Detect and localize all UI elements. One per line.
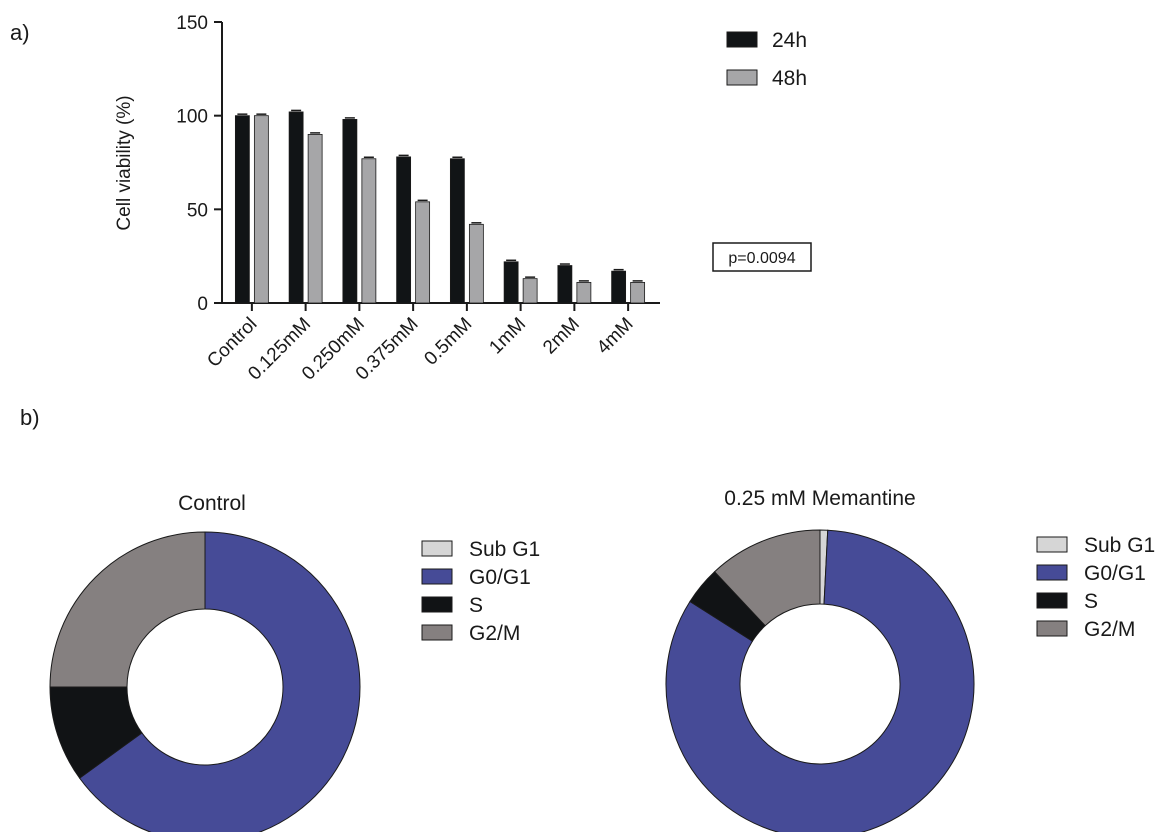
bar-24h-0125mM	[288, 111, 304, 304]
legend-label-g0-g1: G0/G1	[469, 566, 531, 589]
y-tick-label: 100	[176, 107, 208, 128]
y-tick-label: 0	[197, 294, 208, 315]
bar-48h-2mM	[576, 281, 592, 304]
bar-24h-2mM	[557, 265, 573, 304]
bar-48h-05mM	[468, 223, 484, 304]
legend-label-24h: 24h	[772, 29, 807, 52]
legend-label-s: S	[469, 594, 483, 617]
bar-24h-Control	[234, 115, 250, 304]
legend-label-sub-g1: Sub G1	[1084, 534, 1155, 557]
x-tick-label: 2mM	[539, 314, 584, 359]
donut-chart-memantine: 0.25 mM Memantine Sub G1 G0/G1 S G2/M	[665, 487, 1155, 832]
bar-48h-0125mM	[307, 133, 323, 304]
bar-48h-Control	[253, 115, 269, 304]
legend-swatch-48h	[726, 69, 758, 86]
x-tick-label: 4mM	[593, 314, 638, 359]
legend-swatch-s	[1036, 592, 1068, 609]
panel-a-label: a)	[10, 20, 30, 45]
legend-swatch-g0-g1	[1036, 564, 1068, 581]
bar-48h-0375mM	[415, 201, 431, 304]
donut-title: 0.25 mM Memantine	[724, 487, 915, 510]
y-tick-label: 50	[187, 200, 208, 221]
y-tick-label: 150	[176, 13, 208, 34]
legend-swatch-sub-g1	[421, 540, 453, 557]
annotation-text: p=0.0094	[728, 250, 795, 267]
x-tick-label: 0.5mM	[420, 314, 476, 370]
legend-swatch-g2-m	[421, 624, 453, 641]
annotation-box	[712, 242, 812, 272]
legend-swatch-g2-m	[1036, 620, 1068, 637]
legend-label-g2-m: G2/M	[1084, 618, 1135, 641]
donut-slice-g0-g1	[78, 531, 361, 832]
x-tick-label: 1mM	[485, 314, 530, 359]
donut-slice-g0-g1	[665, 529, 975, 832]
bar-48h-4mM	[630, 281, 646, 304]
y-axis-label: Cell viability (%)	[114, 95, 135, 230]
legend-label-s: S	[1084, 590, 1098, 613]
bar-24h-0375mM	[396, 156, 412, 304]
bar-24h-1mM	[503, 261, 519, 304]
legend-swatch-g0-g1	[421, 568, 453, 585]
legend-label-g2-m: G2/M	[469, 622, 520, 645]
bar-24h-4mM	[611, 270, 627, 304]
donut-chart-control: Control Sub G1 G0/G1 S G2/M	[49, 492, 540, 832]
legend-label-g0-g1: G0/G1	[1084, 562, 1146, 585]
bar-24h-0250mM	[342, 119, 358, 304]
legend-swatch-s	[421, 596, 453, 613]
legend-label-sub-g1: Sub G1	[469, 538, 540, 561]
legend-swatch-24h	[726, 31, 758, 48]
bar-24h-05mM	[449, 158, 465, 304]
panel-b-label: b)	[20, 405, 40, 430]
donut-title: Control	[178, 492, 246, 515]
bar-48h-1mM	[522, 278, 538, 304]
legend-swatch-sub-g1	[1036, 536, 1068, 553]
legend-label-48h: 48h	[772, 67, 807, 90]
donut-slice-g2-m	[49, 531, 206, 688]
bar-48h-0250mM	[361, 158, 377, 304]
donut-slice-g2-m	[713, 529, 821, 627]
